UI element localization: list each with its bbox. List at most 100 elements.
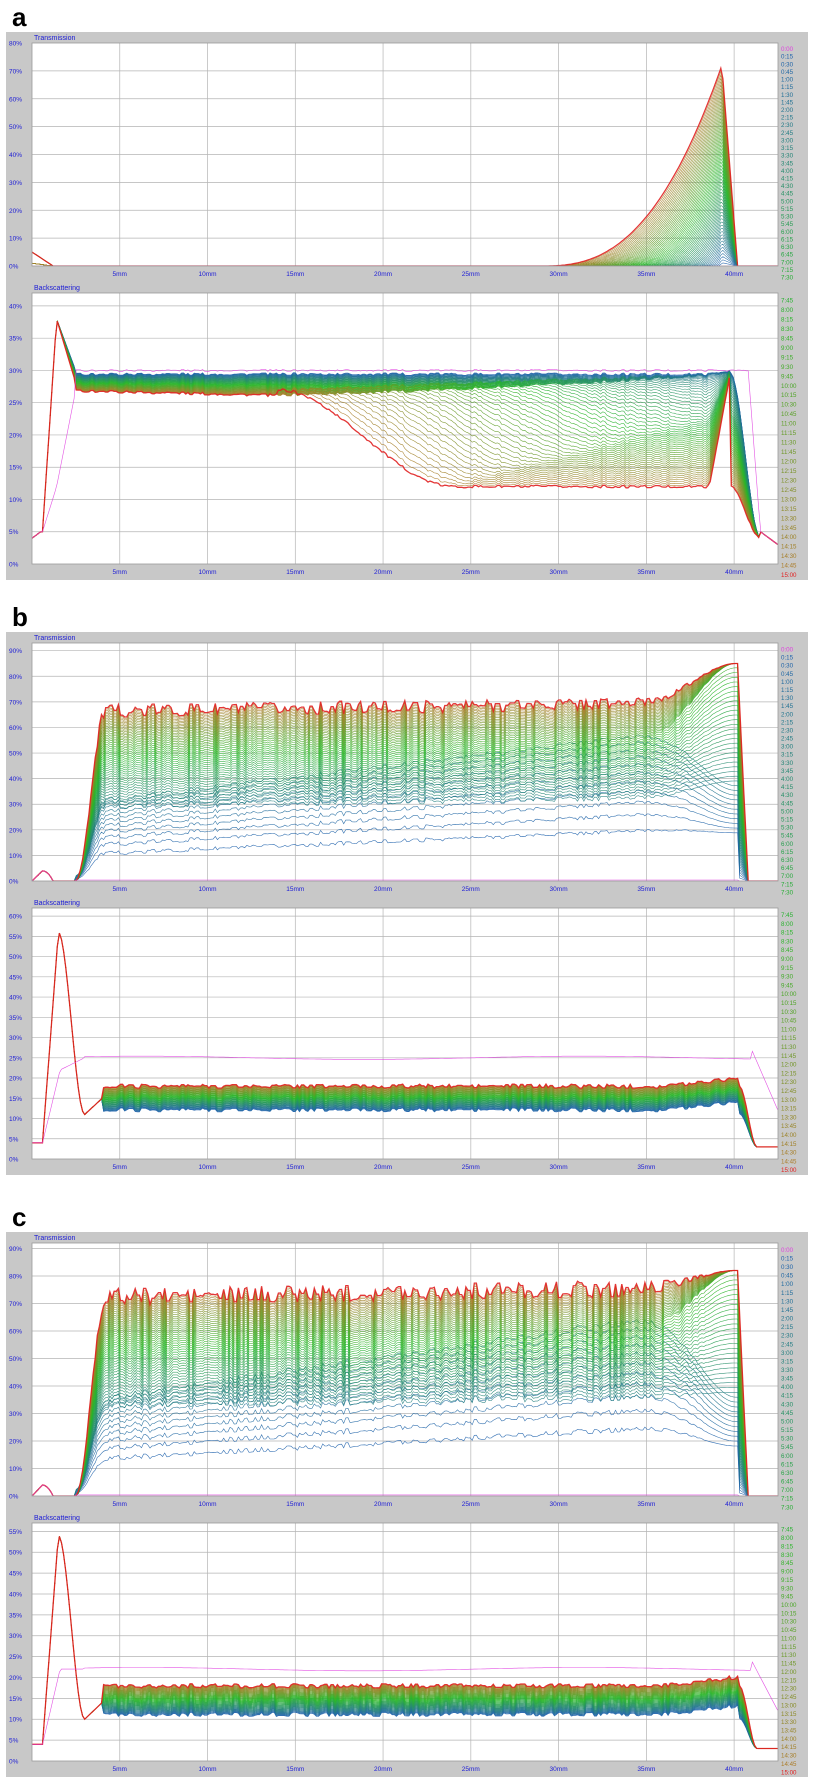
- legend-time-label: 11:00: [781, 1026, 797, 1033]
- scan-curve: [32, 933, 778, 1148]
- panel-label: a: [12, 2, 27, 32]
- scan-curve: [32, 933, 778, 1148]
- chart-title: Transmission: [34, 635, 75, 642]
- scan-curve: [32, 167, 778, 266]
- y-tick-label: 10%: [9, 1116, 22, 1123]
- scan-curve: [32, 933, 778, 1148]
- y-tick-label: 25%: [9, 400, 22, 407]
- panel-svg: Transmission 0% 10% 20% 30% 40% 50% 60% 70% 80% 5m…: [6, 32, 808, 580]
- y-tick-label: 60%: [9, 96, 22, 103]
- scan-curve: [32, 933, 778, 1148]
- scan-curve: [32, 933, 778, 1148]
- legend-time-label: 8:00: [781, 307, 794, 314]
- y-tick-label: 30%: [9, 1035, 22, 1042]
- legend-time-label: 4:15: [781, 176, 794, 183]
- scan-curve: [32, 1536, 778, 1749]
- legend-time-label: 11:15: [781, 1644, 797, 1651]
- scan-curve: [32, 663, 778, 881]
- scan-curve: [32, 87, 778, 266]
- scan-curve: [32, 933, 778, 1148]
- y-tick-label: 5%: [9, 1136, 19, 1143]
- x-tick-label: 15mm: [286, 1766, 304, 1773]
- y-tick-label: 15%: [9, 1696, 22, 1703]
- scan-curve: [32, 691, 778, 881]
- legend-time-label: 3:30: [781, 1367, 794, 1374]
- x-tick-label: 30mm: [550, 1501, 568, 1508]
- legend-time-label: 3:15: [781, 145, 794, 152]
- legend-time-label: 6:30: [781, 1470, 794, 1477]
- scan-curve: [32, 933, 778, 1148]
- scan-curve: [32, 107, 778, 266]
- scan-curve: [32, 1536, 778, 1749]
- scan-curve: [32, 933, 778, 1148]
- x-tick-label: 25mm: [462, 886, 480, 893]
- scan-curve: [32, 667, 778, 881]
- scan-curve: [32, 933, 778, 1148]
- legend-time-label: 0:30: [781, 663, 794, 670]
- scan-curve: [32, 742, 778, 881]
- scan-curve: [32, 1338, 778, 1496]
- scan-curve: [32, 1270, 778, 1496]
- legend-time-label: 8:00: [781, 1535, 794, 1542]
- legend-time-label: 9:30: [781, 364, 794, 371]
- y-tick-label: 0%: [9, 264, 19, 271]
- scan-curve: [32, 752, 778, 881]
- scan-curve: [32, 1536, 778, 1749]
- scan-curve: [32, 1536, 778, 1749]
- scan-curve: [32, 663, 778, 881]
- x-tick-label: 5mm: [113, 569, 127, 576]
- scan-curve: [32, 1284, 778, 1496]
- legend-time-label: 11:45: [781, 1661, 797, 1668]
- scan-curve: [32, 763, 778, 881]
- legend-time-label: 5:45: [781, 1444, 794, 1451]
- backscattering-chart: Backscattering 0% 5% 10% 15% 20% 25% 30% 35% 40% 4…: [6, 897, 808, 1175]
- scan-curve: [32, 933, 778, 1148]
- legend-time-label: 2:30: [781, 727, 794, 734]
- legend-time-label: 11:00: [781, 1635, 797, 1642]
- y-tick-label: 50%: [9, 1550, 22, 1557]
- legend-time-label: 8:30: [781, 938, 794, 945]
- scan-curve: [32, 1270, 778, 1496]
- scan-curve: [32, 714, 778, 881]
- legend-time-label: 8:45: [781, 335, 794, 342]
- legend-time-label: 1:45: [781, 703, 794, 710]
- scan-curve: [32, 83, 778, 266]
- y-tick-label: 20%: [9, 827, 22, 834]
- scan-curve: [32, 1536, 778, 1749]
- scan-curve: [32, 1536, 778, 1749]
- legend-time-label: 3:45: [781, 160, 794, 167]
- legend-time-label: 5:45: [781, 221, 794, 228]
- legend-time-label: 14:45: [781, 563, 797, 570]
- legend-time-label: 2:15: [781, 115, 794, 122]
- legend-time-label: 4:45: [781, 800, 794, 807]
- x-tick-label: 40mm: [725, 886, 743, 893]
- scan-curve: [32, 1270, 778, 1496]
- legend-time-label: 0:15: [781, 1255, 794, 1262]
- scan-curve: [32, 663, 778, 881]
- scan-curve: [32, 1357, 778, 1496]
- time-legend: 0:000:150:300:451:001:151:301:452:002:15…: [781, 46, 794, 281]
- legend-time-label: 8:15: [781, 317, 794, 324]
- y-tick-label: 50%: [9, 1356, 22, 1363]
- legend-time-label: 14:15: [781, 1141, 797, 1148]
- chart-title: Transmission: [34, 35, 75, 42]
- legend-time-label: 13:30: [781, 1719, 797, 1726]
- y-tick-label: 70%: [9, 68, 22, 75]
- x-tick-label: 15mm: [286, 1164, 304, 1171]
- x-tick-label: 35mm: [637, 886, 655, 893]
- x-tick-label: 40mm: [725, 271, 743, 278]
- y-tick-label: 60%: [9, 914, 22, 921]
- scan-curve: [32, 1382, 778, 1496]
- scan-curve: [32, 1270, 778, 1496]
- scan-curve: [32, 90, 778, 266]
- scan-curve: [32, 100, 778, 266]
- scan-curve: [32, 676, 778, 881]
- scan-curve: [32, 672, 778, 881]
- legend-time-label: 7:30: [781, 889, 794, 896]
- scan-curve: [32, 1394, 778, 1496]
- y-tick-label: 30%: [9, 1633, 22, 1640]
- legend-time-label: 10:30: [781, 402, 797, 409]
- legend-time-label: 1:30: [781, 92, 794, 99]
- scan-curve: [32, 1352, 778, 1496]
- scan-curve: [32, 77, 778, 266]
